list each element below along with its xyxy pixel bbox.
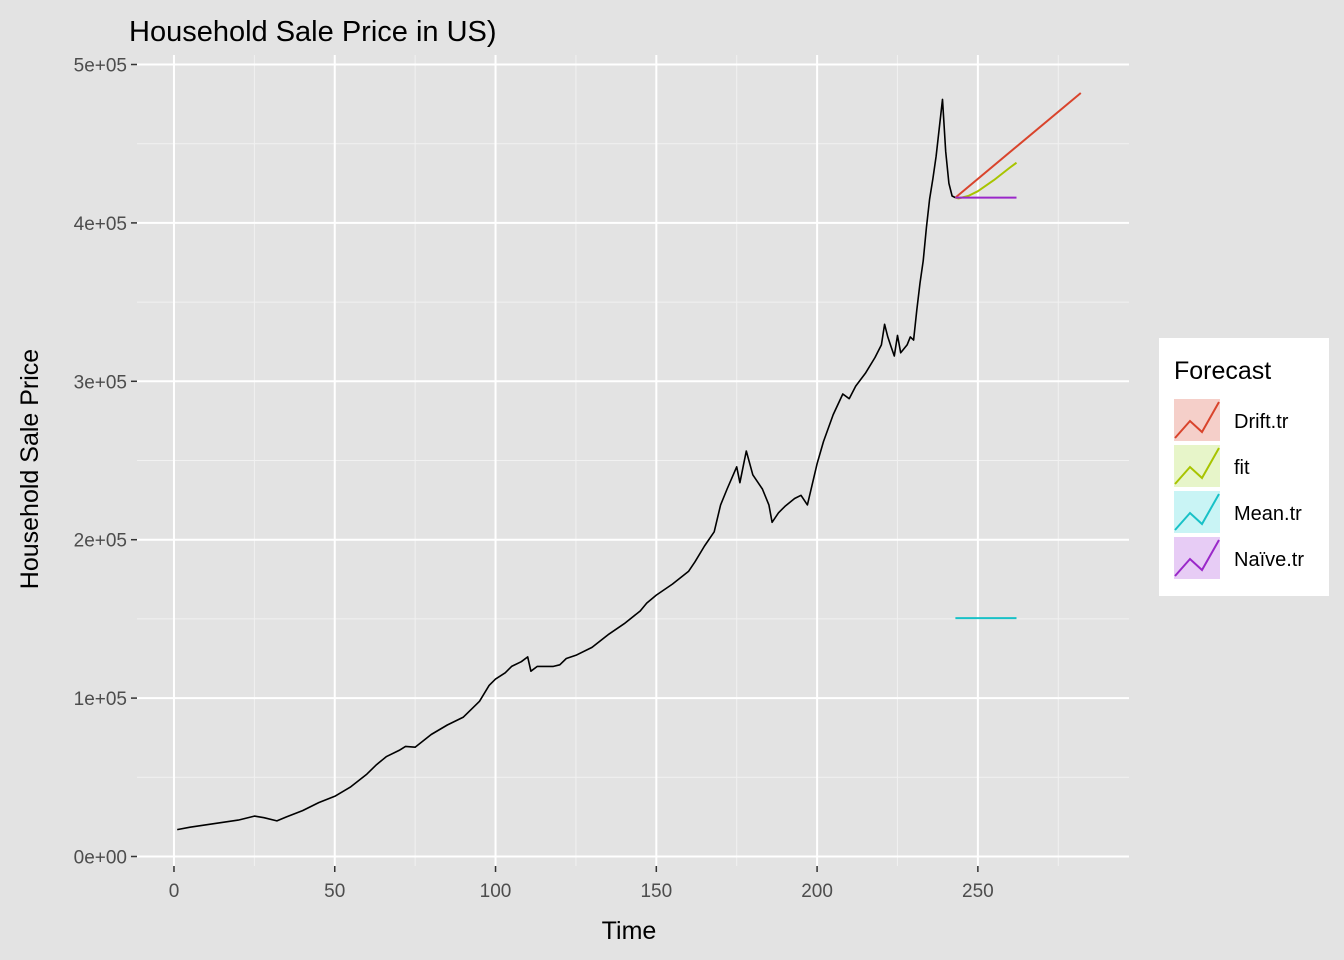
legend-key-line	[1174, 539, 1220, 577]
legend-key-line	[1174, 401, 1220, 439]
x-tick-label: 50	[324, 881, 345, 902]
legend-label: Mean.tr	[1234, 503, 1302, 525]
y-axis-title: Household Sale Price	[16, 349, 44, 589]
legend-label: Naïve.tr	[1234, 549, 1304, 571]
y-tick-label: 0e+00	[74, 847, 127, 868]
y-axis: 0e+00 1e+05 2e+05 3e+05 4e+05 5e+05	[74, 56, 137, 868]
y-tick-label: 4e+05	[74, 214, 127, 235]
legend-item-na-ve-tr: Naïve.tr	[1174, 537, 1304, 579]
legend: Forecast Drift.tr fit Mean.tr Naïve.tr	[1159, 338, 1329, 596]
legend-key-line	[1174, 447, 1220, 485]
y-tick-label: 2e+05	[74, 531, 127, 552]
x-tick-label: 250	[962, 881, 994, 902]
legend-item-fit: fit	[1174, 445, 1250, 487]
legend-items: Drift.tr fit Mean.tr Naïve.tr	[1174, 399, 1304, 579]
x-tick-label: 0	[169, 881, 180, 902]
series-layer	[177, 92, 1082, 831]
series-line-drift-tr	[954, 92, 1082, 199]
legend-key-fill	[1174, 537, 1220, 579]
x-tick-label: 150	[640, 881, 672, 902]
legend-label: Drift.tr	[1234, 411, 1289, 433]
chart-title: Household Sale Price in US)	[129, 16, 497, 48]
y-tick-label: 3e+05	[74, 372, 127, 393]
legend-key-fill	[1174, 399, 1220, 441]
legend-item-mean-tr: Mean.tr	[1174, 491, 1302, 533]
x-axis-title: Time	[602, 917, 657, 945]
legend-title: Forecast	[1174, 357, 1271, 385]
legend-label: fit	[1234, 457, 1250, 479]
x-tick-label: 200	[801, 881, 833, 902]
y-tick-label: 1e+05	[74, 689, 127, 710]
legend-key-fill	[1174, 445, 1220, 487]
legend-key-fill	[1174, 491, 1220, 533]
observed-series-line	[177, 98, 956, 831]
major-gridlines	[137, 55, 1129, 866]
legend-key-line	[1174, 493, 1220, 531]
x-tick-label: 100	[480, 881, 512, 902]
legend-item-drift-tr: Drift.tr	[1174, 399, 1289, 441]
y-tick-label: 5e+05	[74, 56, 127, 77]
x-axis: 0 50 100 150 200 250	[169, 866, 994, 902]
